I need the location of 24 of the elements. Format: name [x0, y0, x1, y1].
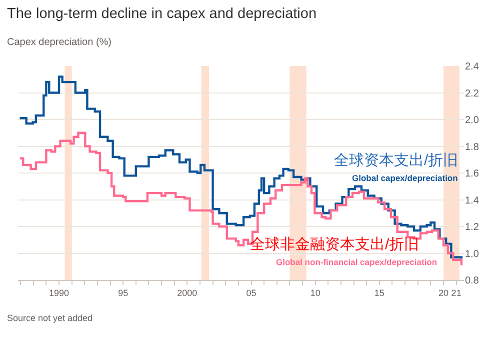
series-label: Global capex/depreciation [352, 173, 458, 183]
x-tick-label: 21 [451, 288, 462, 298]
y-tick-label: 2.0 [465, 115, 480, 126]
y-tick-label: 0.8 [465, 276, 480, 286]
annotation: 全球资本支出/折旧 [334, 152, 458, 169]
x-tick-label: 2000 [177, 288, 198, 298]
x-tick-label: 20 [438, 288, 448, 298]
chart-title: The long-term decline in capex and depreciation [7, 6, 317, 22]
y-tick-label: 2.2 [465, 88, 480, 100]
x-tick-label: 10 [310, 288, 320, 298]
chart-subtitle: Capex depreciation (%) [7, 37, 112, 48]
x-tick-label: 1990 [48, 288, 70, 298]
annotation: 全球非金融资本支出/折旧 [250, 236, 420, 253]
series-label: Global non-financial capex/depreciation [276, 257, 438, 267]
x-tick-label: 05 [246, 288, 256, 298]
source-note: Source not yet added [7, 313, 93, 323]
y-tick-label: 2.4 [465, 62, 480, 72]
y-tick-label: 1.6 [465, 168, 480, 180]
y-tick-label: 1.0 [465, 248, 480, 260]
y-tick-label: 1.2 [465, 222, 480, 233]
x-tick-label: 15 [374, 288, 384, 298]
y-tick-label: 1.8 [465, 142, 480, 153]
y-tick-label: 1.4 [465, 195, 480, 206]
x-tick-label: 95 [118, 288, 128, 298]
